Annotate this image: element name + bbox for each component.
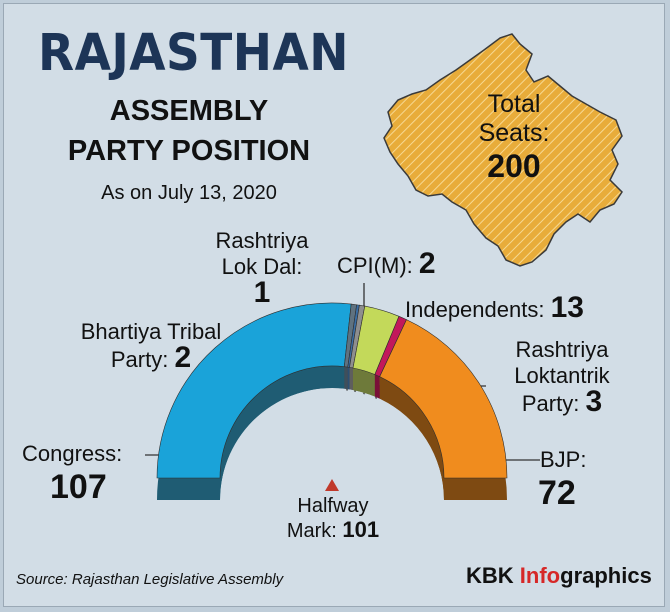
rld-label-line1: Rashtriya bbox=[215, 228, 309, 253]
donut-inner-bhartiya-tribal-party bbox=[344, 366, 348, 390]
cpim-label-text: CPI(M): bbox=[337, 253, 413, 278]
donut-top bbox=[156, 302, 508, 479]
independents-label-text: Independents: bbox=[405, 297, 545, 322]
rld-value: 1 bbox=[253, 276, 271, 309]
brand-prefix: KBK bbox=[466, 563, 514, 588]
brand-logo: KBK Infographics bbox=[466, 563, 652, 589]
cpim-value: 2 bbox=[418, 247, 436, 280]
donut-slice-congress bbox=[156, 302, 352, 479]
btp-label: Bhartiya Tribal Party: 2 bbox=[58, 319, 244, 373]
map-label-line1: Total bbox=[487, 90, 541, 118]
rlp-label-line1: Rashtriya bbox=[515, 337, 609, 362]
source-note: Source: Rajasthan Legislative Assembly bbox=[16, 571, 284, 588]
donut-inner-independents bbox=[352, 367, 375, 397]
brand-accent: Info bbox=[519, 563, 561, 588]
donut-inner-floor bbox=[221, 389, 443, 501]
total-seats-value: 200 bbox=[487, 148, 541, 184]
rlp-label-line3: Party: bbox=[521, 391, 580, 416]
rlp-value: 3 bbox=[585, 385, 603, 418]
bjp-value: 72 bbox=[538, 474, 576, 512]
donut-inner-rashtriya-lok-dal bbox=[347, 367, 350, 390]
donut-inner-congress bbox=[220, 365, 345, 500]
halfway-label: Halfway Mark: 101 bbox=[268, 494, 398, 543]
rld-label-line2: Lok Dal: bbox=[221, 254, 303, 279]
independents-value: 13 bbox=[550, 291, 584, 324]
btp-value: 2 bbox=[174, 341, 192, 374]
subtitle-line1: ASSEMBLY bbox=[109, 95, 269, 127]
rlp-label-line2: Loktantrik bbox=[514, 363, 610, 388]
btp-label-line1: Bhartiya Tribal bbox=[80, 319, 222, 344]
rajasthan-map-shape bbox=[383, 33, 623, 267]
donut-slice-bjp bbox=[379, 319, 508, 479]
independents-label: Independents: 13 bbox=[405, 293, 584, 323]
page-title: RAJASTHAN bbox=[38, 24, 350, 83]
halfway-value: 101 bbox=[342, 517, 380, 542]
donut-inner-rashtriya-loktantrik-party bbox=[374, 374, 380, 399]
map-label: Total Seats: 200 bbox=[466, 90, 562, 184]
rld-label: Rashtriya Lok Dal: 1 bbox=[196, 228, 328, 309]
donut-inner-bjp bbox=[379, 376, 444, 500]
halfway-line2: Mark: bbox=[286, 520, 337, 542]
donut-inner-cpi-m bbox=[349, 367, 353, 390]
halfway-line1: Halfway bbox=[297, 495, 369, 517]
as-on-date: As on July 13, 2020 bbox=[101, 182, 277, 204]
rlp-label: Rashtriya Loktantrik Party: 3 bbox=[494, 337, 630, 417]
congress-value: 107 bbox=[50, 468, 107, 506]
brand-suffix: graphics bbox=[560, 563, 652, 588]
bjp-label: BJP: bbox=[540, 447, 587, 472]
congress-label: Congress: bbox=[22, 441, 123, 466]
halfway-marker bbox=[325, 479, 339, 491]
btp-label-line2: Party: bbox=[110, 347, 169, 372]
cpim-label: CPI(M): 2 bbox=[337, 249, 436, 279]
map-label-line2: Seats: bbox=[478, 119, 550, 147]
subtitle-line2: PARTY POSITION bbox=[67, 135, 311, 167]
